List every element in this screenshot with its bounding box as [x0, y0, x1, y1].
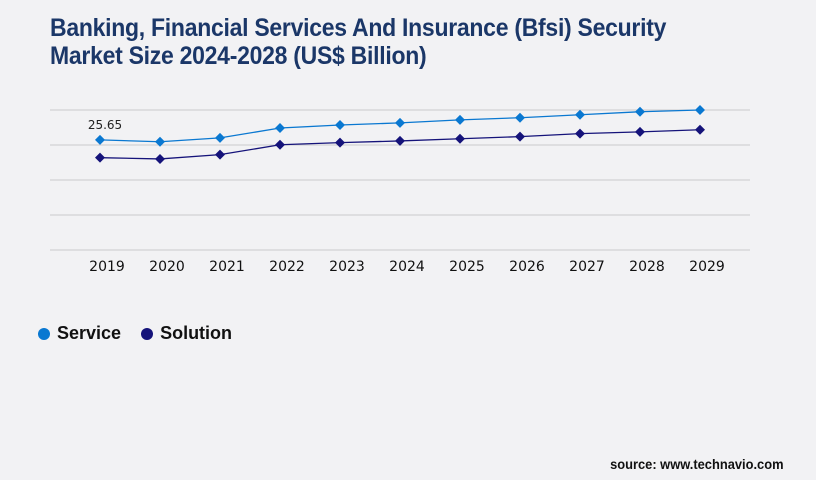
data-point-service	[395, 117, 405, 128]
data-point-service	[635, 106, 645, 117]
data-point-solution	[455, 133, 465, 144]
x-tick-label: 2029	[689, 259, 725, 275]
data-points	[95, 105, 705, 164]
data-point-service	[155, 136, 165, 147]
x-tick-label: 2025	[449, 259, 485, 275]
data-point-solution	[95, 152, 105, 163]
data-point-service	[455, 114, 465, 125]
data-point-solution	[215, 149, 225, 160]
legend-label-service: Service	[57, 323, 122, 343]
x-tick-label: 2026	[509, 259, 545, 275]
annotations: 25.65	[88, 118, 122, 132]
data-point-service	[695, 105, 705, 115]
x-axis-labels: 2019 2020 2021 2022 2023 2024 2025 2026 2027 2028…	[89, 259, 725, 275]
legend: Service Solution	[38, 323, 252, 344]
x-tick-label: 2028	[629, 259, 665, 275]
data-point-service	[215, 132, 225, 143]
data-point-solution	[395, 135, 405, 146]
data-point-solution	[695, 124, 705, 135]
data-point-solution	[635, 126, 645, 137]
gridlines	[50, 109, 750, 251]
legend-marker-service	[38, 327, 50, 340]
legend-marker-solution	[141, 327, 154, 340]
data-point-solution	[515, 131, 525, 142]
chart-title: Banking, Financial Services And Insuranc…	[50, 14, 667, 70]
data-point-solution	[275, 139, 285, 150]
x-tick-label: 2021	[209, 259, 245, 275]
data-point-service	[515, 112, 525, 123]
x-tick-label: 2020	[149, 259, 185, 275]
line-chart: 2019 2020 2021 2022 2023 2024 2025 2026 2027 2028…	[50, 105, 750, 275]
data-point-solution	[155, 153, 165, 164]
x-tick-label: 2019	[89, 259, 125, 275]
data-point-service	[335, 120, 345, 131]
data-point-service	[95, 134, 105, 145]
data-point-solution	[575, 128, 585, 139]
x-tick-label: 2027	[569, 259, 605, 275]
x-tick-label: 2024	[389, 259, 425, 275]
data-point-solution	[335, 137, 345, 148]
series-lines	[99, 109, 701, 160]
legend-item-service[interactable]: Service	[38, 323, 121, 344]
source-credit: source: www.technavio.com	[610, 456, 784, 472]
data-label: 25.65	[88, 118, 122, 132]
data-point-service	[575, 109, 585, 120]
x-tick-label: 2022	[269, 259, 305, 275]
legend-item-solution[interactable]: Solution	[141, 323, 232, 344]
legend-label-solution: Solution	[160, 323, 233, 343]
x-tick-label: 2023	[329, 259, 365, 275]
data-point-service	[275, 123, 285, 134]
